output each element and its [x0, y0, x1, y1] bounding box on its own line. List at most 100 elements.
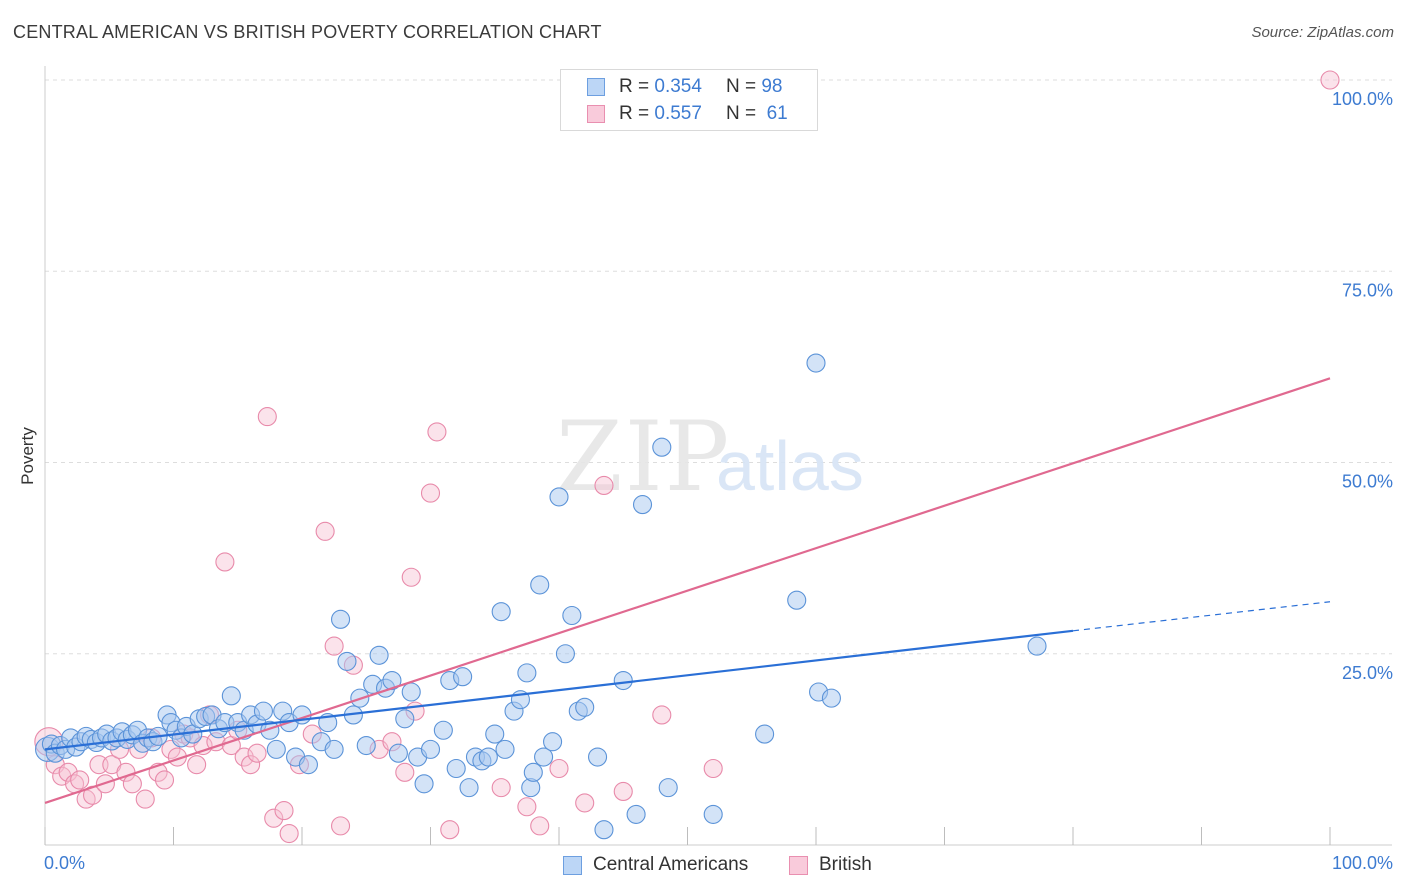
central-american-point	[594, 820, 614, 840]
british-point	[530, 816, 550, 836]
central-american-point	[266, 739, 286, 759]
central-american-point	[330, 609, 351, 629]
central-american-point	[433, 720, 453, 740]
watermark-zip: ZIP	[556, 401, 731, 513]
british-point	[517, 797, 537, 817]
central-american-point	[555, 644, 575, 664]
bottom-legend-swatch-blue	[563, 855, 582, 875]
central-american-point	[491, 602, 511, 622]
british-point	[279, 823, 299, 844]
central-american-point	[1027, 636, 1047, 656]
central-american-point	[626, 804, 646, 824]
central-american-point	[221, 686, 241, 706]
x-tick-label: 100.0%	[1332, 853, 1393, 873]
central-american-point	[382, 670, 402, 691]
y-tick-label: 50.0%	[1342, 472, 1393, 492]
legend-r-value: 0.557	[654, 103, 702, 124]
legend-row-central-americans: R = 0.354 N = 98	[587, 75, 782, 99]
british-trend-line	[44, 377, 1331, 804]
british-point	[575, 793, 595, 813]
british-points	[34, 70, 1340, 844]
central-american-point	[613, 670, 633, 691]
legend-swatch-pink	[587, 105, 605, 123]
british-point	[652, 705, 672, 725]
british-point	[395, 762, 415, 782]
british-point	[440, 820, 460, 840]
central-american-point	[478, 747, 498, 767]
central-american-point	[446, 758, 466, 779]
central-american-point	[401, 682, 421, 702]
british-point	[135, 789, 155, 809]
central-american-point	[534, 747, 554, 767]
central-american-point	[369, 645, 389, 665]
legend-r-label: R =	[619, 103, 650, 124]
central-american-point	[459, 778, 479, 798]
british-point	[264, 808, 284, 828]
central-american-point	[260, 720, 280, 740]
british-point	[274, 801, 294, 821]
central-american-point	[395, 709, 415, 729]
central-american-point	[530, 575, 550, 595]
central-american-point	[485, 724, 505, 744]
central-american-point	[632, 495, 653, 515]
british-point	[401, 567, 421, 587]
central-american-point	[495, 739, 515, 759]
british-point	[549, 758, 569, 779]
central-american-point	[806, 353, 826, 373]
central-american-point	[587, 747, 608, 767]
british-point	[420, 483, 441, 503]
british-point	[234, 747, 254, 767]
central-american-trend-line	[44, 629, 1074, 751]
watermark: ZIP atlas	[556, 401, 864, 513]
bottom-legend-central-americans: Central Americans	[563, 852, 748, 878]
gridlines	[45, 79, 1392, 655]
central-american-point	[337, 651, 357, 671]
british-point	[247, 743, 267, 763]
stats-legend: R = 0.354 N = 98 R = 0.557 N = 61	[560, 69, 818, 131]
central-american-point	[388, 743, 408, 763]
british-point	[594, 475, 614, 496]
central-american-points	[35, 353, 1047, 840]
british-point	[491, 778, 511, 798]
central-american-point	[523, 762, 543, 782]
central-american-point	[658, 778, 678, 798]
axes	[44, 66, 1392, 846]
british-point	[703, 758, 723, 779]
legend-n-value: 98	[761, 76, 783, 97]
central-american-point	[562, 605, 582, 626]
legend-n-value: 61	[766, 103, 788, 124]
british-point	[58, 762, 78, 782]
central-american-point	[821, 688, 841, 708]
trend-lines	[44, 377, 1331, 804]
central-american-point	[356, 735, 376, 756]
central-american-point	[549, 487, 569, 507]
british-point	[1320, 70, 1340, 90]
bottom-legend-label: Central Americans	[593, 854, 749, 875]
british-point	[187, 755, 207, 775]
bottom-legend-label: British	[819, 854, 872, 875]
legend-r-label: R =	[619, 76, 650, 97]
british-point	[241, 755, 261, 775]
chart-title: CENTRAL AMERICAN VS BRITISH POVERTY CORR…	[13, 22, 602, 42]
british-point	[70, 770, 90, 790]
y-tick-label: 25.0%	[1342, 663, 1393, 683]
british-point	[257, 407, 277, 427]
central-american-point	[575, 697, 595, 717]
central-american-point	[453, 667, 473, 687]
british-point	[122, 774, 142, 794]
central-american-point	[787, 590, 807, 610]
tick-labels: 25.0% 50.0% 75.0% 100.0% 0.0% 100.0%	[44, 89, 1393, 873]
british-point	[613, 781, 633, 802]
central-american-point	[253, 701, 274, 721]
british-point	[324, 636, 344, 656]
y-tick-label: 75.0%	[1342, 280, 1393, 300]
central-american-point	[755, 724, 775, 744]
bottom-legend-swatch-pink	[789, 855, 808, 875]
central-american-point	[420, 739, 441, 759]
y-tick-label: 100.0%	[1332, 89, 1393, 109]
british-point	[315, 521, 335, 541]
legend-r-value: 0.354	[654, 76, 702, 97]
x-tick-label: 0.0%	[44, 853, 85, 873]
legend-n-label: N =	[725, 103, 757, 124]
